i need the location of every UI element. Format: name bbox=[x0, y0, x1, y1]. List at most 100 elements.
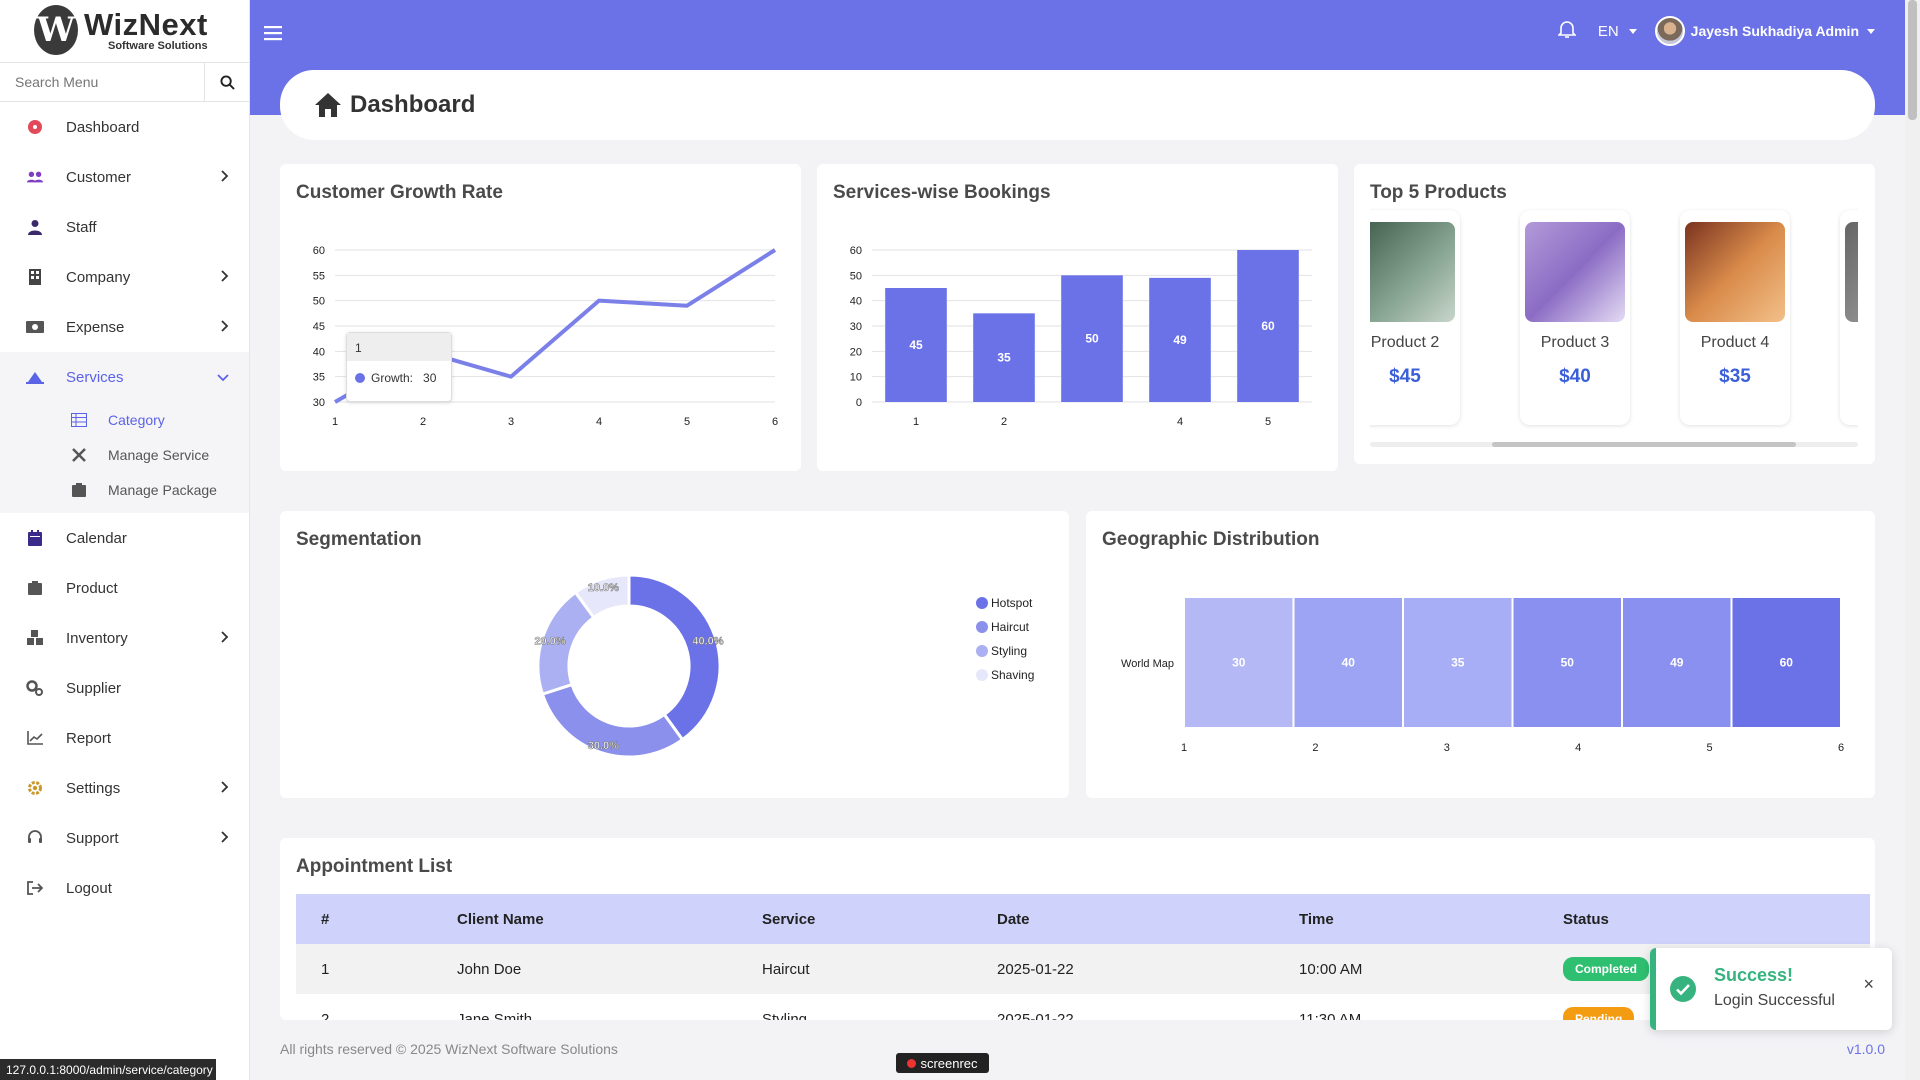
caret-down-icon bbox=[1628, 28, 1637, 34]
bell-icon[interactable] bbox=[1556, 19, 1577, 43]
heat-cell-label: 35 bbox=[1451, 656, 1465, 670]
toast-close-button[interactable]: × bbox=[1863, 974, 1874, 994]
hamburger-icon[interactable] bbox=[264, 25, 282, 46]
cell-service: Styling bbox=[762, 1010, 808, 1021]
card-title: Appointment List bbox=[296, 856, 453, 877]
y-tick-label: 0 bbox=[856, 397, 862, 409]
sidebar-item-label: Product bbox=[66, 579, 118, 597]
carousel-scrollbar[interactable] bbox=[1370, 442, 1858, 447]
sidebar-item-settings[interactable]: Settings bbox=[0, 763, 249, 813]
language-selector[interactable]: EN bbox=[1598, 23, 1637, 40]
heat-cell bbox=[1513, 598, 1621, 727]
search-bar bbox=[0, 62, 249, 102]
tooltip-label: Growth: bbox=[371, 371, 414, 385]
x-tick-label: 2 bbox=[420, 416, 426, 428]
bar bbox=[885, 288, 947, 402]
user-icon bbox=[26, 218, 44, 236]
product-card[interactable]: Product 2 $45 bbox=[1370, 210, 1460, 425]
user-name[interactable]: Jayesh Sukhadiya Admin bbox=[1690, 23, 1859, 39]
caret-down-icon[interactable] bbox=[1867, 28, 1875, 34]
sidebar-item-calendar[interactable]: Calendar bbox=[0, 513, 249, 563]
legend-label: Hotspot bbox=[991, 596, 1033, 610]
sidebar-item-company[interactable]: Company bbox=[0, 252, 249, 302]
bar-value-label: 60 bbox=[1261, 319, 1275, 333]
language-label: EN bbox=[1597, 22, 1619, 40]
sidebar-item-customer[interactable]: Customer bbox=[0, 152, 249, 202]
brand-sub: Software Solutions bbox=[108, 39, 208, 52]
card-title: Geographic Distribution bbox=[1102, 529, 1320, 550]
appointments-card: Appointment List # Client Name Service D… bbox=[280, 838, 1875, 1020]
segmentation-donut-chart: 40.0% 30.0% 20.0% 10.0% Hotspot Haircut Stylin… bbox=[534, 573, 1034, 759]
x-tick-label: 6 bbox=[1838, 742, 1844, 754]
table-row[interactable]: 2 Jane Smith Styling 2025-01-22 11:30 AM… bbox=[296, 994, 1870, 1020]
submenu-item-category[interactable]: Category bbox=[0, 402, 249, 437]
sidebar-item-support[interactable]: Support bbox=[0, 813, 249, 863]
search-button[interactable] bbox=[205, 63, 249, 101]
record-dot-icon bbox=[907, 1058, 917, 1068]
palette-icon bbox=[26, 118, 44, 136]
sidebar-item-label: Inventory bbox=[66, 629, 128, 647]
growth-chart-card: Customer Growth Rate 30 35 40 45 50 55 60 1 2 3 4 5… bbox=[280, 164, 801, 471]
sidebar-item-report[interactable]: Report bbox=[0, 713, 249, 763]
bar-value-label: 49 bbox=[1173, 333, 1187, 347]
status-badge: Pending bbox=[1563, 1007, 1635, 1020]
product-name: Product 3 bbox=[1540, 334, 1610, 351]
users-icon bbox=[26, 168, 44, 186]
product-card[interactable]: Product 4 $35 bbox=[1680, 210, 1790, 425]
sidebar-item-services[interactable]: Services bbox=[0, 352, 249, 402]
cell-client: Jane Smith bbox=[457, 1010, 533, 1021]
page-scroll-thumb[interactable] bbox=[1908, 0, 1917, 120]
bar-value-label: 45 bbox=[909, 338, 923, 352]
sidebar-item-label: Calendar bbox=[66, 529, 127, 547]
heat-cell bbox=[1732, 598, 1840, 727]
product-image bbox=[1845, 222, 1858, 322]
y-tick-label: 60 bbox=[313, 245, 325, 257]
logout-icon bbox=[26, 879, 44, 897]
submenu-item-manage-package[interactable]: Manage Package bbox=[0, 472, 249, 507]
bar bbox=[1061, 275, 1123, 402]
heat-cell-label: 60 bbox=[1780, 656, 1794, 670]
x-tick-label: 1 bbox=[1181, 742, 1187, 754]
legend-swatch bbox=[976, 669, 988, 681]
card-title: Segmentation bbox=[296, 529, 422, 550]
chart-tooltip: 1 Growth: 30 bbox=[346, 332, 452, 402]
y-tick-label: 60 bbox=[850, 245, 862, 257]
sidebar-item-label: Logout bbox=[66, 879, 112, 897]
sidebar-item-product[interactable]: Product bbox=[0, 563, 249, 613]
building-icon bbox=[26, 268, 44, 286]
product-name: Product 2 bbox=[1370, 334, 1440, 351]
sidebar-item-supplier[interactable]: Supplier bbox=[0, 663, 249, 713]
chevron-right-icon bbox=[221, 830, 229, 847]
table-row[interactable]: 1 John Doe Haircut 2025-01-22 10:00 AM C… bbox=[296, 944, 1870, 994]
sidebar-item-dashboard[interactable]: Dashboard bbox=[0, 102, 249, 152]
submenu-item-manage-service[interactable]: Manage Service bbox=[0, 437, 249, 472]
page-scrollbar[interactable] bbox=[1905, 0, 1920, 1080]
product-card[interactable]: P bbox=[1840, 210, 1858, 425]
brand-logo[interactable]: W WizNext Software Solutions bbox=[0, 0, 249, 60]
x-tick-label: 5 bbox=[1265, 416, 1271, 428]
sidebar-menu: Dashboard Customer Staff Company Expense… bbox=[0, 102, 249, 913]
x-tick-label: 6 bbox=[772, 416, 778, 428]
table-header-cell: Status bbox=[1563, 894, 1870, 944]
search-input[interactable] bbox=[0, 63, 205, 101]
table-header-cell: Date bbox=[997, 894, 1299, 944]
gear-icon bbox=[26, 779, 44, 797]
sidebar-item-inventory[interactable]: Inventory bbox=[0, 613, 249, 663]
carousel-scroll-thumb[interactable] bbox=[1492, 442, 1796, 447]
success-toast: Success! Login Successful × bbox=[1650, 948, 1892, 1030]
sidebar-item-staff[interactable]: Staff bbox=[0, 202, 249, 252]
avatar[interactable] bbox=[1654, 16, 1685, 46]
sidebar-item-label: Expense bbox=[66, 318, 125, 336]
inventory-icon bbox=[26, 629, 44, 647]
geo-heatmap: World Map 30 40 35 50 49 60 1 2 3 4 5 6 bbox=[1121, 598, 1844, 754]
products-carousel[interactable]: Product 2 $45 Product 3 $40 Product 4 $3… bbox=[1370, 164, 1858, 464]
y-tick-label: 45 bbox=[313, 321, 325, 333]
screen-recorder-badge[interactable]: screenrec bbox=[896, 1053, 989, 1073]
product-price: $45 bbox=[1389, 366, 1421, 387]
sidebar-item-expense[interactable]: Expense bbox=[0, 302, 249, 352]
y-tick-label: 55 bbox=[313, 270, 325, 282]
product-card[interactable]: Product 3 $40 bbox=[1520, 210, 1630, 425]
x-tick-label: 2 bbox=[1312, 742, 1318, 754]
sidebar-item-logout[interactable]: Logout bbox=[0, 863, 249, 913]
